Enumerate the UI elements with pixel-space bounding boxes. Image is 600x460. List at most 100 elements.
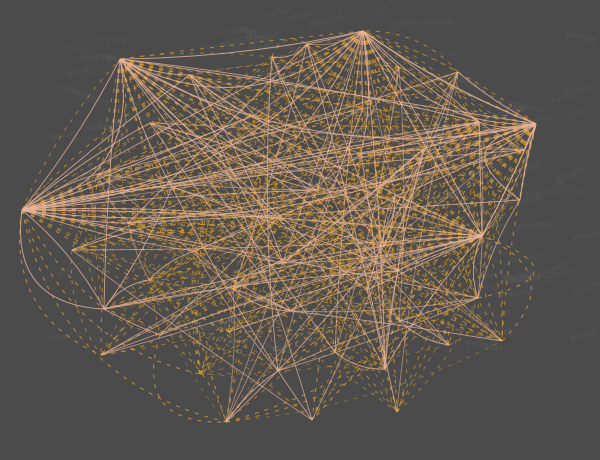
edge-genetic: [103, 308, 386, 370]
edge-genetic: [225, 123, 537, 423]
edge-type-label: physical: [562, 84, 592, 96]
edge-genetic: [477, 121, 490, 299]
edge-physical: [362, 30, 483, 237]
edge-genetic: [253, 114, 537, 125]
edge-physical: [21, 189, 318, 211]
edge-physical: [119, 30, 364, 88]
edge-type-label: genetic: [65, 64, 94, 78]
edge-genetic: [477, 235, 535, 299]
edge-physical: [519, 123, 537, 201]
edge-genetic: [199, 270, 399, 375]
edge-genetic: [159, 189, 318, 336]
edge-genetic: [148, 279, 479, 305]
edge-genetic: [316, 153, 362, 192]
edge-physical: [103, 279, 150, 310]
edge-genetic: [227, 189, 318, 333]
edge-physical: [232, 234, 353, 290]
edge-physical: [277, 297, 479, 372]
edge-type-label: physical: [69, 131, 101, 145]
edge-physical: [384, 270, 399, 370]
edge-type-label: physical: [121, 169, 152, 179]
edge-genetic: [277, 217, 398, 413]
edge-genetic: [148, 149, 525, 281]
edge-genetic: [199, 30, 364, 375]
edge-physical: [103, 245, 385, 310]
edge-physical: [397, 270, 503, 342]
edge-type-label: physical: [425, 47, 455, 58]
edge-type-label: genetic: [568, 324, 600, 343]
edge-type-label: yeastNet: [571, 277, 600, 298]
edge-physical: [189, 74, 284, 264]
edge-physical: [119, 58, 221, 155]
edge-physical: [266, 56, 279, 372]
edge-genetic: [189, 74, 537, 125]
edge-genetic: [119, 58, 255, 116]
edge-genetic: [119, 58, 336, 353]
edge-genetic: [119, 58, 480, 123]
edge-genetic: [21, 121, 480, 234]
edge-physical: [21, 58, 124, 211]
edge-genetic: [227, 331, 336, 361]
edge-genetic: [397, 123, 537, 272]
edge-physical: [149, 122, 483, 237]
edge-physical: [119, 58, 336, 353]
edge-physical: [361, 30, 364, 109]
edge-physical: [351, 148, 425, 236]
edge-type-label: genetic: [284, 152, 311, 163]
edge-genetic: [253, 30, 364, 116]
edge-genetic: [148, 235, 483, 281]
edge-genetic: [21, 209, 353, 239]
edge-physical: [100, 235, 483, 356]
edge-physical: [100, 195, 396, 356]
edge-genetic: [362, 30, 459, 73]
edge-physical: [103, 186, 173, 310]
edge-physical: [383, 71, 459, 247]
edge-genetic: [457, 123, 537, 299]
edge-genetic: [277, 148, 425, 219]
edge-physical: [362, 30, 480, 123]
edge-genetic: [148, 121, 480, 281]
edge-genetic: [119, 58, 386, 370]
edge-type-label: genetic: [387, 15, 414, 28]
edge-genetic: [398, 66, 450, 346]
edge-genetic: [351, 121, 480, 236]
edge-physical: [306, 43, 385, 247]
edge-genetic: [85, 173, 105, 310]
edge-genetic: [356, 153, 385, 247]
edge-physical: [290, 123, 537, 312]
edge-genetic: [127, 222, 479, 299]
edge-physical: [362, 30, 396, 197]
edge-physical: [148, 250, 196, 281]
edge-genetic: [362, 30, 480, 123]
edge-genetic: [362, 30, 503, 342]
edge-genetic: [148, 279, 201, 375]
edge-type-label: genetic: [225, 140, 256, 153]
edge-genetic: [219, 71, 459, 155]
edge-physical: [290, 310, 503, 342]
edge-genetic: [290, 30, 364, 312]
edge-physical: [457, 71, 537, 125]
edge-physical: [71, 249, 313, 421]
edge-genetic: [152, 334, 227, 423]
edge-genetic: [396, 123, 537, 413]
edge-physical: [21, 74, 191, 211]
edge-physical: [127, 222, 150, 281]
physical-edge-group: [20, 30, 537, 423]
edge-physical: [21, 30, 364, 211]
edge-genetic: [148, 121, 480, 281]
edge-genetic: [396, 123, 537, 413]
edge-genetic: [478, 121, 503, 342]
edge-physical: [194, 123, 537, 252]
edge-type-label: physical: [535, 20, 568, 39]
edge-genetic: [119, 58, 292, 312]
edge-physical: [232, 43, 308, 290]
edge-genetic: [94, 173, 105, 310]
edge-genetic: [225, 195, 396, 423]
edge-genetic: [316, 189, 386, 370]
edge-physical: [366, 148, 425, 291]
edge-physical: [127, 199, 521, 224]
edge-physical: [481, 123, 537, 237]
edge-physical: [149, 122, 483, 237]
edge-physical: [97, 173, 234, 290]
